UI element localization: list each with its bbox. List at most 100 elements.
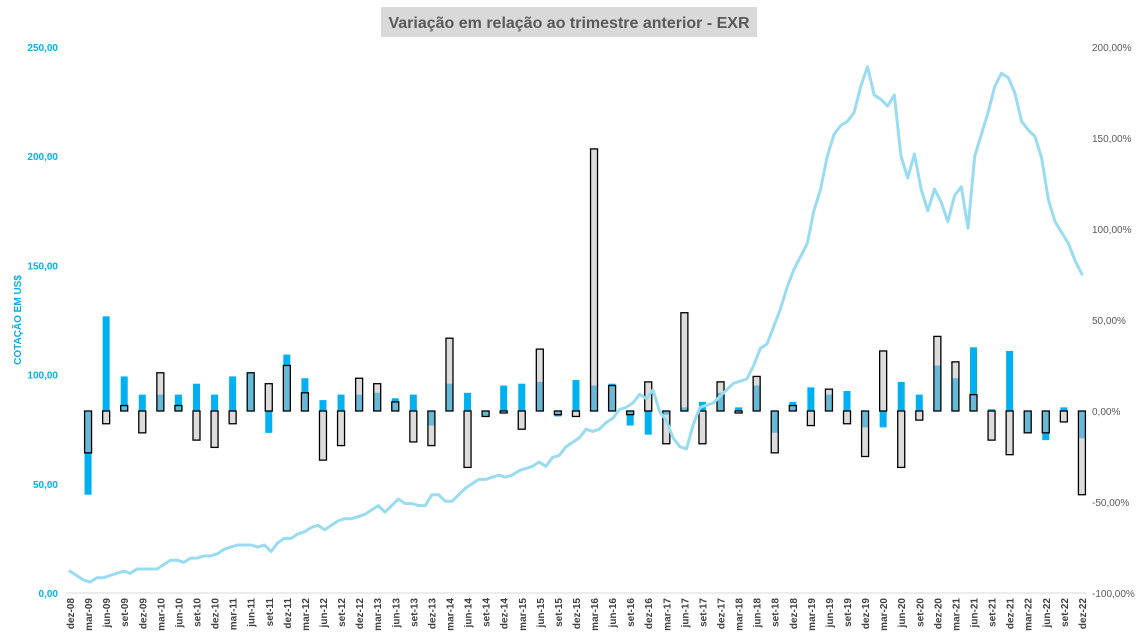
bar-outline — [969, 393, 978, 412]
x-tick-label: dez-19 — [861, 598, 872, 630]
left-tick-label: 0,00 — [39, 589, 59, 600]
bar-outline — [300, 392, 310, 412]
x-tick-label: set-22 — [1060, 598, 1071, 627]
bar-outline — [842, 410, 852, 425]
left-axis-title: COTAÇÃO EM US$ — [11, 275, 24, 365]
bar-blue — [970, 347, 977, 411]
bar-outline — [101, 410, 111, 425]
x-tick-label: dez-20 — [933, 598, 944, 630]
x-tick-label: set-09 — [120, 598, 131, 627]
x-tick-label: dez-09 — [138, 598, 149, 630]
bar-outline — [192, 410, 201, 441]
x-tick-label: set-17 — [698, 598, 709, 627]
x-tick-label: jun-13 — [391, 598, 402, 629]
x-tick-label: set-15 — [554, 598, 565, 627]
x-tick-label: jun-10 — [174, 598, 185, 629]
bar-blue — [879, 411, 887, 428]
bar-outline — [698, 410, 707, 445]
bar-outline — [1077, 410, 1087, 496]
bar-outline — [373, 383, 382, 412]
x-tick-label: dez-13 — [427, 598, 438, 630]
x-tick-label: mar-13 — [373, 598, 384, 631]
left-axis-ticks: 0,00 50,00 100,00 150,00 200,00 250,00 — [27, 43, 58, 600]
x-tick-label: mar-17 — [662, 598, 673, 631]
x-tick-label: set-10 — [192, 598, 203, 627]
bar-outline — [156, 372, 165, 412]
bar-outline — [607, 384, 617, 412]
x-tick-label: jun-14 — [464, 598, 475, 629]
bar-outline — [626, 410, 635, 416]
bar-outline — [752, 375, 761, 412]
x-tick-label: dez-08 — [66, 598, 77, 630]
bar-outline — [499, 410, 508, 414]
bar-outline — [770, 410, 779, 454]
bar-outline — [1023, 410, 1032, 434]
left-tick-label: 250,00 — [27, 43, 58, 54]
bar-outline — [806, 410, 816, 427]
bar-blue — [120, 376, 128, 411]
bar-blue — [1060, 407, 1068, 411]
bar-blue — [626, 411, 634, 426]
right-axis-ticks: -100,00% -50,00% 0,00% 50,00% 100,00% 150,00%… — [1092, 43, 1135, 600]
x-tick-label: dez-15 — [572, 598, 583, 630]
bar-outline — [354, 377, 364, 412]
right-tick-label: 50,00% — [1092, 316, 1126, 327]
x-tick-label: mar-10 — [156, 598, 167, 631]
bar-outline — [174, 404, 183, 412]
bar-blue — [102, 316, 110, 411]
bar-outline — [138, 410, 147, 434]
x-tick-label: set-18 — [771, 598, 782, 627]
bar-blue — [807, 387, 815, 411]
x-tick-label: mar-22 — [1024, 598, 1035, 631]
x-tick-label: jun-11 — [247, 598, 258, 628]
bar-outline — [318, 410, 328, 461]
bar-outline — [879, 350, 888, 412]
bar-blue — [337, 394, 345, 411]
x-tick-label: dez-10 — [211, 598, 222, 630]
x-tick-label: mar-12 — [301, 598, 312, 631]
bar-outline — [463, 410, 472, 469]
bar-blue — [988, 409, 996, 411]
x-tick-label: jun-17 — [680, 598, 691, 629]
right-tick-label: 200,00% — [1092, 43, 1132, 54]
bar-outline — [987, 410, 996, 441]
title-box: Variação em relação ao trimestre anterio… — [381, 7, 757, 37]
bar-outline — [445, 337, 454, 412]
bar-outline — [680, 312, 689, 412]
x-tick-label: jun-19 — [825, 598, 836, 629]
bar-blue — [897, 381, 905, 411]
bar-outline — [1059, 410, 1068, 423]
x-tick-label: set-21 — [988, 598, 999, 627]
bar-blue — [265, 411, 273, 433]
bar-outline — [933, 335, 942, 412]
x-tick-label: dez-17 — [717, 598, 728, 630]
x-tick-label: set-20 — [915, 598, 926, 627]
x-tick-label: jun-09 — [102, 598, 113, 629]
x-tick-label: set-19 — [843, 598, 854, 627]
x-tick-label: set-12 — [337, 598, 348, 627]
bar-outline — [553, 410, 563, 416]
x-tick-label: set-14 — [482, 598, 493, 627]
bar-outline — [517, 410, 526, 430]
x-tick-label: dez-12 — [355, 598, 366, 630]
bar-outline — [246, 372, 255, 412]
bar-outline — [264, 383, 273, 412]
x-tick-label: jun-12 — [319, 598, 330, 629]
x-tick-label: jun-22 — [1042, 598, 1053, 629]
bar-outline — [915, 410, 924, 421]
x-tick-label: jun-20 — [897, 598, 908, 629]
bar-blue — [572, 380, 580, 411]
bar-blue — [174, 394, 182, 411]
x-tick-label: set-16 — [626, 598, 637, 627]
bar-outline — [824, 388, 834, 412]
bar-outline — [535, 348, 544, 412]
bar-outline — [734, 410, 743, 414]
x-tick-label: dez-14 — [500, 598, 511, 630]
x-axis-ticks: dez-08 mar-09 jun-09 set-09 dez-09 mar-10 jun-… — [66, 598, 1089, 631]
x-tick-label: jun-21 — [970, 598, 981, 629]
x-tick-label: jun-15 — [536, 598, 547, 629]
bar-outline — [860, 410, 870, 458]
bar-blue — [192, 383, 200, 411]
bar-blue — [500, 385, 508, 411]
bar-outline — [427, 410, 436, 447]
